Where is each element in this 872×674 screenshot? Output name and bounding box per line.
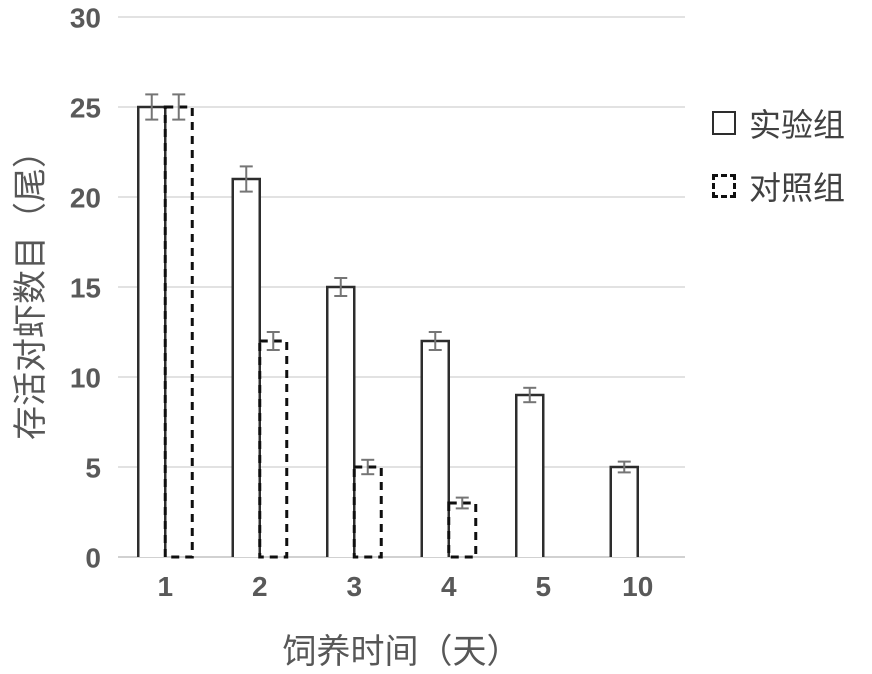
legend: 实验组 对照组 <box>712 100 845 226</box>
bar-experimental-day-4 <box>420 339 450 557</box>
x-axis-title: 饲养时间（天） <box>282 634 521 671</box>
bar-control-day-1 <box>163 105 194 559</box>
bar-control-day-4 <box>447 501 478 559</box>
legend-label-experimental: 实验组 <box>749 107 846 143</box>
legend-item-experimental: 实验组 <box>712 100 845 146</box>
dashed-bar-legend-swatch <box>712 174 736 198</box>
x-tick-label: 2 <box>252 571 268 602</box>
bar-experimental-day-1 <box>137 105 167 557</box>
legend-item-control: 对照组 <box>712 163 845 209</box>
bar-experimental-day-5 <box>515 393 545 557</box>
y-tick-label: 10 <box>70 363 101 394</box>
x-tick-label: 1 <box>157 571 173 602</box>
y-tick-label: 20 <box>70 183 101 214</box>
x-tick-label: 5 <box>535 571 551 602</box>
x-tick-label: 4 <box>441 571 457 602</box>
y-tick-label: 15 <box>70 273 101 304</box>
bar-experimental-day-10 <box>609 465 639 557</box>
legend-label-control: 对照组 <box>749 170 846 206</box>
bar-experimental-day-2 <box>231 177 261 557</box>
y-axis-title: 存活对虾数目（尾） <box>13 134 50 440</box>
bar-control-day-2 <box>258 339 289 559</box>
y-tick-label: 0 <box>85 543 101 574</box>
y-tick-label: 30 <box>70 3 101 34</box>
y-tick-label: 5 <box>85 453 101 484</box>
x-tick-label: 3 <box>346 571 362 602</box>
x-tick-label: 10 <box>622 571 653 602</box>
bar-experimental-day-3 <box>326 285 356 557</box>
y-tick-label: 25 <box>70 93 101 124</box>
bar-control-day-3 <box>352 465 383 559</box>
solid-bar-legend-swatch <box>712 111 736 135</box>
